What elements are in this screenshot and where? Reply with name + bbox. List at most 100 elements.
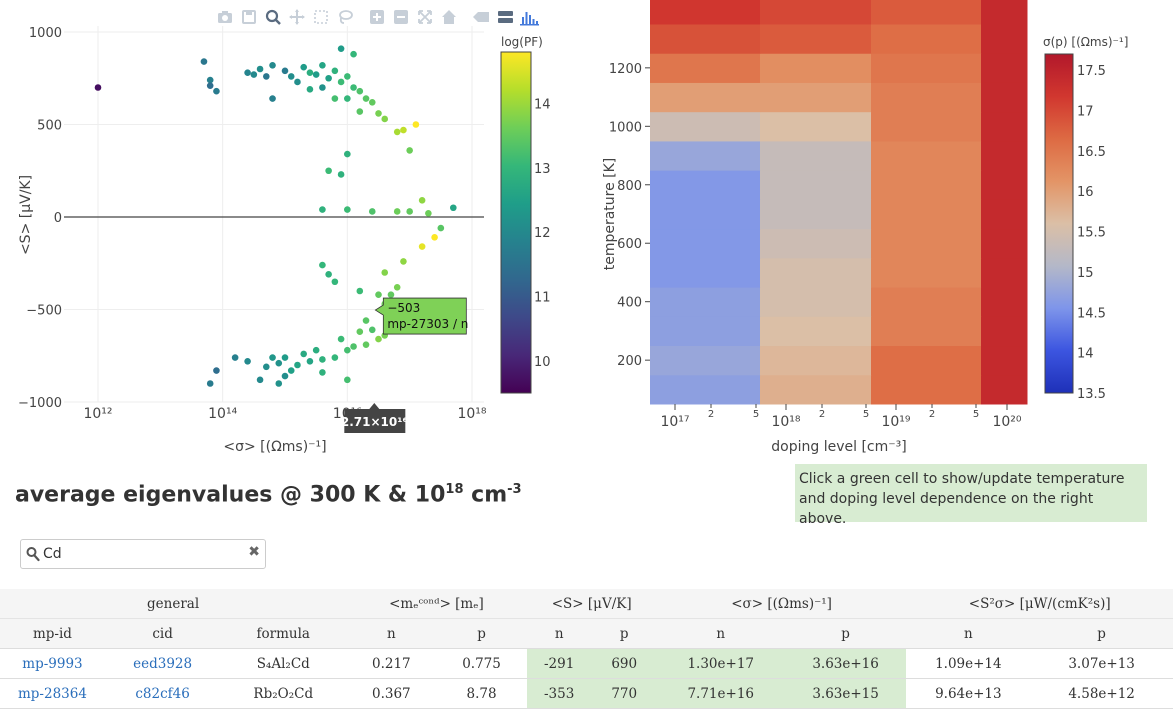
heatmap-cell[interactable] bbox=[760, 374, 872, 405]
plotly-logo-icon[interactable] bbox=[519, 7, 539, 27]
zoom-out-icon[interactable] bbox=[391, 7, 411, 27]
heatmap-cell[interactable] bbox=[760, 199, 872, 230]
search-input[interactable] bbox=[43, 544, 243, 564]
heatmap-cell[interactable] bbox=[650, 111, 761, 142]
heatmap-cell[interactable] bbox=[650, 170, 761, 200]
hover-closest-icon[interactable] bbox=[471, 7, 491, 27]
table-cell[interactable]: 690 bbox=[591, 648, 657, 679]
table-cell[interactable]: -291 bbox=[526, 648, 592, 679]
scatter-point[interactable] bbox=[206, 380, 214, 387]
heatmap-cell[interactable] bbox=[981, 345, 1028, 376]
heatmap-cell[interactable] bbox=[760, 111, 872, 142]
column-header[interactable]: p bbox=[1030, 618, 1173, 649]
scatter-point[interactable] bbox=[393, 208, 401, 215]
heatmap-cell[interactable] bbox=[871, 287, 982, 317]
heatmap-cell[interactable] bbox=[760, 287, 872, 317]
home-icon[interactable] bbox=[439, 7, 459, 27]
scatter-point[interactable] bbox=[331, 278, 339, 286]
scatter-point[interactable] bbox=[450, 204, 457, 212]
scatter-point[interactable] bbox=[331, 67, 339, 75]
column-header[interactable]: n bbox=[346, 618, 437, 649]
scatter-point[interactable] bbox=[393, 284, 401, 291]
scatter-point[interactable] bbox=[381, 115, 389, 123]
scatter-point[interactable] bbox=[312, 346, 320, 354]
scatter-point[interactable] bbox=[275, 359, 283, 367]
scatter-point[interactable] bbox=[356, 328, 364, 336]
column-header[interactable]: cid bbox=[104, 618, 221, 649]
heatmap-cell[interactable] bbox=[650, 316, 761, 347]
scatter-point[interactable] bbox=[431, 234, 438, 241]
scatter-point[interactable] bbox=[263, 73, 270, 80]
scatter-point[interactable] bbox=[269, 354, 276, 361]
scatter-point[interactable] bbox=[325, 74, 332, 82]
column-header[interactable]: n bbox=[906, 618, 1031, 649]
zoom-in-icon[interactable] bbox=[367, 7, 387, 27]
scatter-point[interactable] bbox=[281, 372, 289, 380]
scatter-point[interactable] bbox=[244, 358, 251, 365]
scatter-point[interactable] bbox=[344, 206, 351, 213]
scatter-point[interactable] bbox=[300, 63, 308, 71]
heatmap-cell[interactable] bbox=[981, 170, 1028, 200]
heatmap-cell[interactable] bbox=[871, 53, 982, 83]
heatmap-cell[interactable] bbox=[760, 316, 872, 347]
heatmap-cell[interactable] bbox=[981, 111, 1028, 142]
scatter-point[interactable] bbox=[269, 62, 276, 69]
scatter-point[interactable] bbox=[375, 110, 382, 117]
scatter-point[interactable] bbox=[362, 341, 370, 348]
scatter-point[interactable] bbox=[306, 358, 314, 365]
heatmap-cell[interactable] bbox=[650, 199, 761, 230]
scatter-point[interactable] bbox=[368, 326, 376, 334]
heatmap-cell[interactable] bbox=[760, 53, 872, 83]
column-header[interactable]: n bbox=[656, 618, 785, 649]
heatmap-cell[interactable] bbox=[981, 287, 1028, 317]
heatmap-cell[interactable] bbox=[981, 228, 1028, 259]
scatter-point[interactable] bbox=[344, 346, 351, 354]
zoom-icon[interactable] bbox=[263, 7, 283, 27]
scatter-point[interactable] bbox=[256, 65, 264, 73]
heatmap-cell[interactable] bbox=[650, 257, 761, 288]
heatmap-cell[interactable] bbox=[871, 316, 982, 347]
scatter-point[interactable] bbox=[337, 171, 345, 178]
scatter-point[interactable] bbox=[344, 150, 351, 158]
camera-icon[interactable] bbox=[215, 7, 235, 27]
heatmap-cell[interactable] bbox=[871, 0, 982, 25]
column-header[interactable]: p bbox=[591, 618, 657, 649]
table-cell[interactable]: mp-28364 bbox=[0, 678, 105, 709]
scatter-point[interactable] bbox=[400, 258, 407, 265]
scatter-point[interactable] bbox=[319, 84, 326, 91]
scatter-point[interactable] bbox=[269, 95, 276, 102]
table-cell[interactable]: eed3928 bbox=[104, 648, 221, 679]
table-cell[interactable]: mp-9993 bbox=[0, 648, 105, 679]
scatter-point[interactable] bbox=[337, 335, 345, 343]
scatter-point[interactable] bbox=[213, 87, 220, 95]
column-header[interactable]: n bbox=[526, 618, 592, 649]
scatter-point[interactable] bbox=[306, 69, 314, 76]
scatter-point[interactable] bbox=[275, 380, 283, 387]
heatmap-cell[interactable] bbox=[760, 0, 872, 25]
scatter-point[interactable] bbox=[400, 126, 407, 134]
scatter-point[interactable] bbox=[418, 243, 426, 250]
heatmap-cell[interactable] bbox=[981, 374, 1028, 405]
clear-search-icon[interactable]: ✖ bbox=[248, 544, 260, 560]
table-cell[interactable]: c82cf46 bbox=[104, 678, 221, 709]
scatter-point[interactable] bbox=[425, 210, 432, 217]
scatter-point[interactable] bbox=[281, 354, 289, 361]
heatmap-cell[interactable] bbox=[981, 0, 1028, 25]
column-header[interactable]: mp-id bbox=[0, 618, 105, 649]
scatter-point[interactable] bbox=[281, 67, 289, 75]
scatter-point[interactable] bbox=[300, 350, 308, 358]
heatmap-cell[interactable] bbox=[650, 287, 761, 317]
table-cell[interactable]: 1.30e+17 bbox=[656, 648, 785, 679]
scatter-point[interactable] bbox=[362, 317, 370, 324]
scatter-point[interactable] bbox=[406, 147, 413, 154]
column-header[interactable]: formula bbox=[220, 618, 347, 649]
heatmap-cell[interactable] bbox=[981, 316, 1028, 347]
scatter-point[interactable] bbox=[200, 58, 208, 65]
heatmap-cell[interactable] bbox=[981, 257, 1028, 288]
scatter-point[interactable] bbox=[356, 108, 364, 115]
heatmap-cell[interactable] bbox=[650, 0, 761, 25]
heatmap-cell[interactable] bbox=[871, 24, 982, 54]
heatmap-cell[interactable] bbox=[981, 199, 1028, 230]
table-cell[interactable]: 770 bbox=[591, 678, 657, 709]
